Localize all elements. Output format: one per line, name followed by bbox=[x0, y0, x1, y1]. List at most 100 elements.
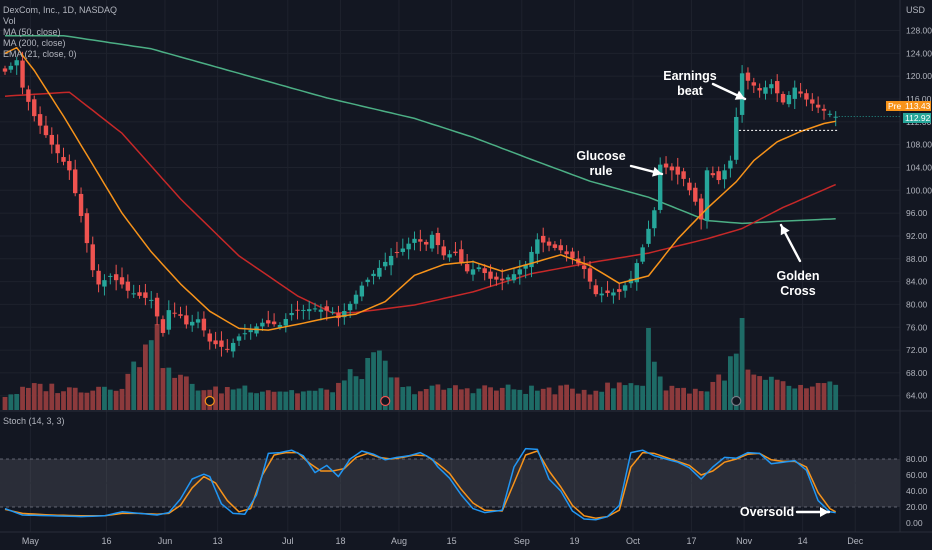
event-marker-icon bbox=[380, 395, 391, 407]
candle-body bbox=[108, 275, 113, 277]
price-tick-label: 124.00 bbox=[906, 48, 932, 58]
volume-bar bbox=[183, 376, 189, 410]
volume-bar bbox=[546, 387, 552, 410]
indicator-ma200[interactable]: MA (200, close) bbox=[3, 38, 66, 48]
price-tick-label: 80.00 bbox=[906, 299, 928, 309]
candle-body bbox=[184, 315, 189, 325]
time-tick-label: 19 bbox=[569, 536, 579, 546]
stoch-tick-label: 80.00 bbox=[906, 454, 928, 464]
candle-body bbox=[201, 318, 207, 331]
candle-body bbox=[383, 261, 388, 267]
volume-bar bbox=[271, 391, 277, 410]
candle-body bbox=[505, 277, 511, 280]
volume-bar bbox=[230, 389, 236, 410]
volume-bar bbox=[37, 383, 43, 410]
volume-bar bbox=[815, 382, 821, 410]
candle-body bbox=[388, 255, 394, 266]
symbol-title[interactable]: DexCom, Inc., 1D, NASDAQ bbox=[3, 5, 118, 15]
candle-body bbox=[617, 289, 622, 292]
volume-bar bbox=[745, 369, 751, 410]
candle-body bbox=[371, 273, 376, 277]
volume-bar bbox=[587, 394, 593, 410]
time-tick-label: 15 bbox=[447, 536, 457, 546]
volume-bar bbox=[90, 390, 96, 410]
time-tick-label: 16 bbox=[101, 536, 111, 546]
candle-body bbox=[283, 318, 288, 326]
volume-bar bbox=[739, 318, 745, 410]
candle-body bbox=[8, 65, 14, 70]
volume-bar bbox=[663, 390, 669, 410]
price-tick-label: 72.00 bbox=[906, 345, 928, 355]
candle-body bbox=[611, 292, 616, 296]
candle-body bbox=[347, 303, 353, 311]
price-tick-label: 68.00 bbox=[906, 368, 928, 378]
candle-body bbox=[581, 265, 587, 270]
indicator-ma50[interactable]: MA (50, close) bbox=[3, 27, 61, 37]
candle-body bbox=[67, 161, 72, 171]
volume-bar bbox=[20, 386, 25, 410]
volume-bar bbox=[476, 388, 482, 410]
volume-bar bbox=[657, 376, 663, 410]
volume-bar bbox=[382, 360, 388, 410]
candle-body bbox=[365, 279, 370, 283]
candle-body bbox=[658, 164, 663, 210]
candle-body bbox=[593, 285, 599, 295]
candle-body bbox=[821, 108, 827, 111]
earnings-arrow-head bbox=[734, 90, 745, 100]
volume-bar bbox=[330, 392, 335, 410]
volume-bar bbox=[26, 387, 31, 410]
candle-body bbox=[14, 60, 19, 66]
candle-body bbox=[307, 309, 312, 312]
candle-body bbox=[470, 269, 476, 275]
price-tick-label: 104.00 bbox=[906, 162, 932, 172]
volume-bar bbox=[102, 386, 107, 410]
volume-bar bbox=[178, 374, 183, 410]
volume-bar bbox=[628, 383, 634, 410]
volume-bar bbox=[406, 386, 412, 410]
time-tick-label: Dec bbox=[847, 536, 864, 546]
price-tick-label: 88.00 bbox=[906, 254, 928, 264]
stoch-tick-label: 20.00 bbox=[906, 502, 928, 512]
volume-bar bbox=[570, 388, 575, 410]
volume-bar bbox=[148, 340, 154, 410]
pre-market-price-tag: 113.43 bbox=[903, 101, 931, 111]
candle-body bbox=[260, 322, 265, 327]
volume-bar bbox=[511, 389, 517, 410]
volume-bar bbox=[774, 379, 780, 410]
volume-bar bbox=[646, 327, 651, 410]
candle-body bbox=[418, 239, 423, 242]
volume-bar bbox=[377, 350, 382, 410]
volume-bar bbox=[733, 353, 739, 410]
candle-body bbox=[570, 251, 575, 259]
volume-bar bbox=[295, 393, 300, 410]
candle-body bbox=[786, 95, 792, 105]
candle-body bbox=[190, 321, 195, 326]
candle-body bbox=[587, 268, 593, 282]
volume-bar bbox=[564, 384, 569, 410]
volume-bar bbox=[482, 385, 488, 410]
price-tick-label: 84.00 bbox=[906, 277, 928, 287]
candle-body bbox=[558, 245, 563, 251]
candle-body bbox=[646, 228, 651, 244]
volume-bar bbox=[488, 387, 493, 410]
volume-bar bbox=[675, 388, 681, 410]
candle-body bbox=[2, 68, 8, 72]
annotation-arrows bbox=[629, 82, 831, 517]
candle-body bbox=[488, 271, 493, 279]
volume-bar bbox=[534, 390, 540, 410]
indicator-vol[interactable]: Vol bbox=[3, 16, 16, 26]
candle-body bbox=[359, 285, 365, 297]
stoch-legend[interactable]: Stoch (14, 3, 3) bbox=[3, 416, 65, 427]
indicator-ema21[interactable]: EMA (21, close, 0) bbox=[3, 49, 77, 59]
volume-bar bbox=[260, 391, 265, 410]
volume-bar bbox=[131, 361, 137, 410]
volume-bar bbox=[66, 387, 72, 410]
volume-bar bbox=[616, 382, 622, 410]
volume-bar bbox=[318, 388, 324, 410]
pre-market-label: Pre bbox=[886, 101, 904, 111]
volume-bar bbox=[394, 377, 400, 410]
candle-body bbox=[213, 340, 218, 345]
candle-body bbox=[599, 293, 604, 296]
candle-body bbox=[500, 278, 505, 281]
